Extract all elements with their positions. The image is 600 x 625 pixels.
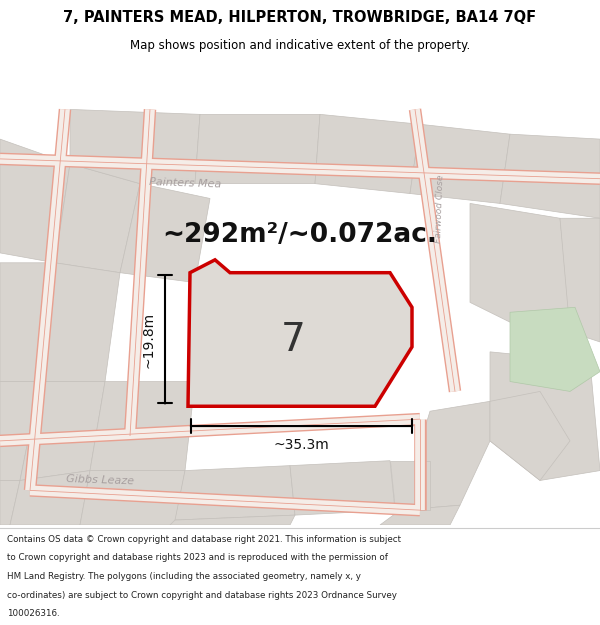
Text: to Crown copyright and database rights 2023 and is reproduced with the permissio: to Crown copyright and database rights 2…: [7, 554, 388, 562]
Text: 7: 7: [281, 321, 305, 359]
Polygon shape: [188, 260, 412, 406]
Text: HM Land Registry. The polygons (including the associated geometry, namely x, y: HM Land Registry. The polygons (includin…: [7, 572, 361, 581]
Polygon shape: [470, 203, 570, 322]
Text: Painters Mea: Painters Mea: [149, 177, 221, 190]
Polygon shape: [400, 401, 490, 510]
Polygon shape: [315, 114, 420, 194]
Polygon shape: [500, 134, 600, 218]
Text: 100026316.: 100026316.: [7, 609, 60, 618]
Polygon shape: [560, 218, 600, 342]
Polygon shape: [55, 164, 140, 272]
Text: Map shows position and indicative extent of the property.: Map shows position and indicative extent…: [130, 39, 470, 51]
Polygon shape: [290, 461, 395, 515]
Polygon shape: [380, 505, 460, 525]
Text: 7, PAINTERS MEAD, HILPERTON, TROWBRIDGE, BA14 7QF: 7, PAINTERS MEAD, HILPERTON, TROWBRIDGE,…: [64, 10, 536, 25]
Polygon shape: [0, 381, 40, 481]
Polygon shape: [90, 381, 195, 471]
Polygon shape: [510, 308, 600, 391]
Polygon shape: [490, 352, 600, 481]
Polygon shape: [0, 481, 20, 525]
Text: ~19.8m: ~19.8m: [141, 311, 155, 368]
Polygon shape: [170, 515, 295, 525]
Polygon shape: [410, 124, 510, 203]
Text: ~292m²/~0.072ac.: ~292m²/~0.072ac.: [163, 222, 437, 248]
Text: Fairwood Close: Fairwood Close: [434, 174, 446, 242]
Polygon shape: [80, 471, 185, 525]
Polygon shape: [70, 109, 200, 184]
Polygon shape: [0, 262, 55, 381]
Polygon shape: [195, 114, 320, 184]
Text: co-ordinates) are subject to Crown copyright and database rights 2023 Ordnance S: co-ordinates) are subject to Crown copyr…: [7, 591, 397, 599]
Polygon shape: [390, 461, 430, 510]
Polygon shape: [490, 391, 570, 481]
Text: Gibbs Leaze: Gibbs Leaze: [66, 474, 134, 487]
Text: Contains OS data © Crown copyright and database right 2021. This information is : Contains OS data © Crown copyright and d…: [7, 535, 401, 544]
Polygon shape: [20, 381, 105, 481]
Polygon shape: [120, 184, 210, 282]
Polygon shape: [175, 466, 295, 520]
Polygon shape: [40, 262, 120, 381]
Polygon shape: [0, 139, 70, 262]
Polygon shape: [10, 471, 90, 525]
Text: ~35.3m: ~35.3m: [274, 438, 329, 452]
